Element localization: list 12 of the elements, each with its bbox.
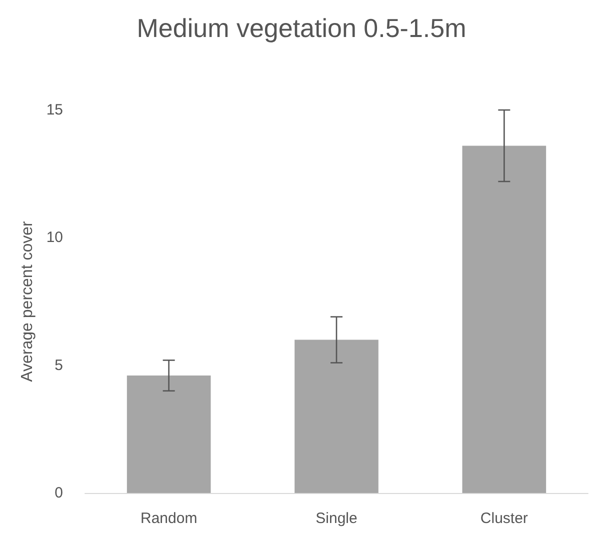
y-axis-title: Average percent cover <box>18 220 36 382</box>
y-tick-label: 5 <box>54 356 63 374</box>
x-tick-label: Single <box>316 510 358 527</box>
bar <box>294 340 378 493</box>
y-tick-label: 0 <box>54 484 63 502</box>
chart-title: Medium vegetation 0.5-1.5m <box>136 13 466 43</box>
x-tick-label: Cluster <box>480 510 528 527</box>
x-tick-label: Random <box>140 510 198 527</box>
y-tick-label: 10 <box>46 229 63 246</box>
bar <box>462 146 546 493</box>
bar <box>126 376 211 493</box>
y-tick-label: 15 <box>46 102 63 118</box>
